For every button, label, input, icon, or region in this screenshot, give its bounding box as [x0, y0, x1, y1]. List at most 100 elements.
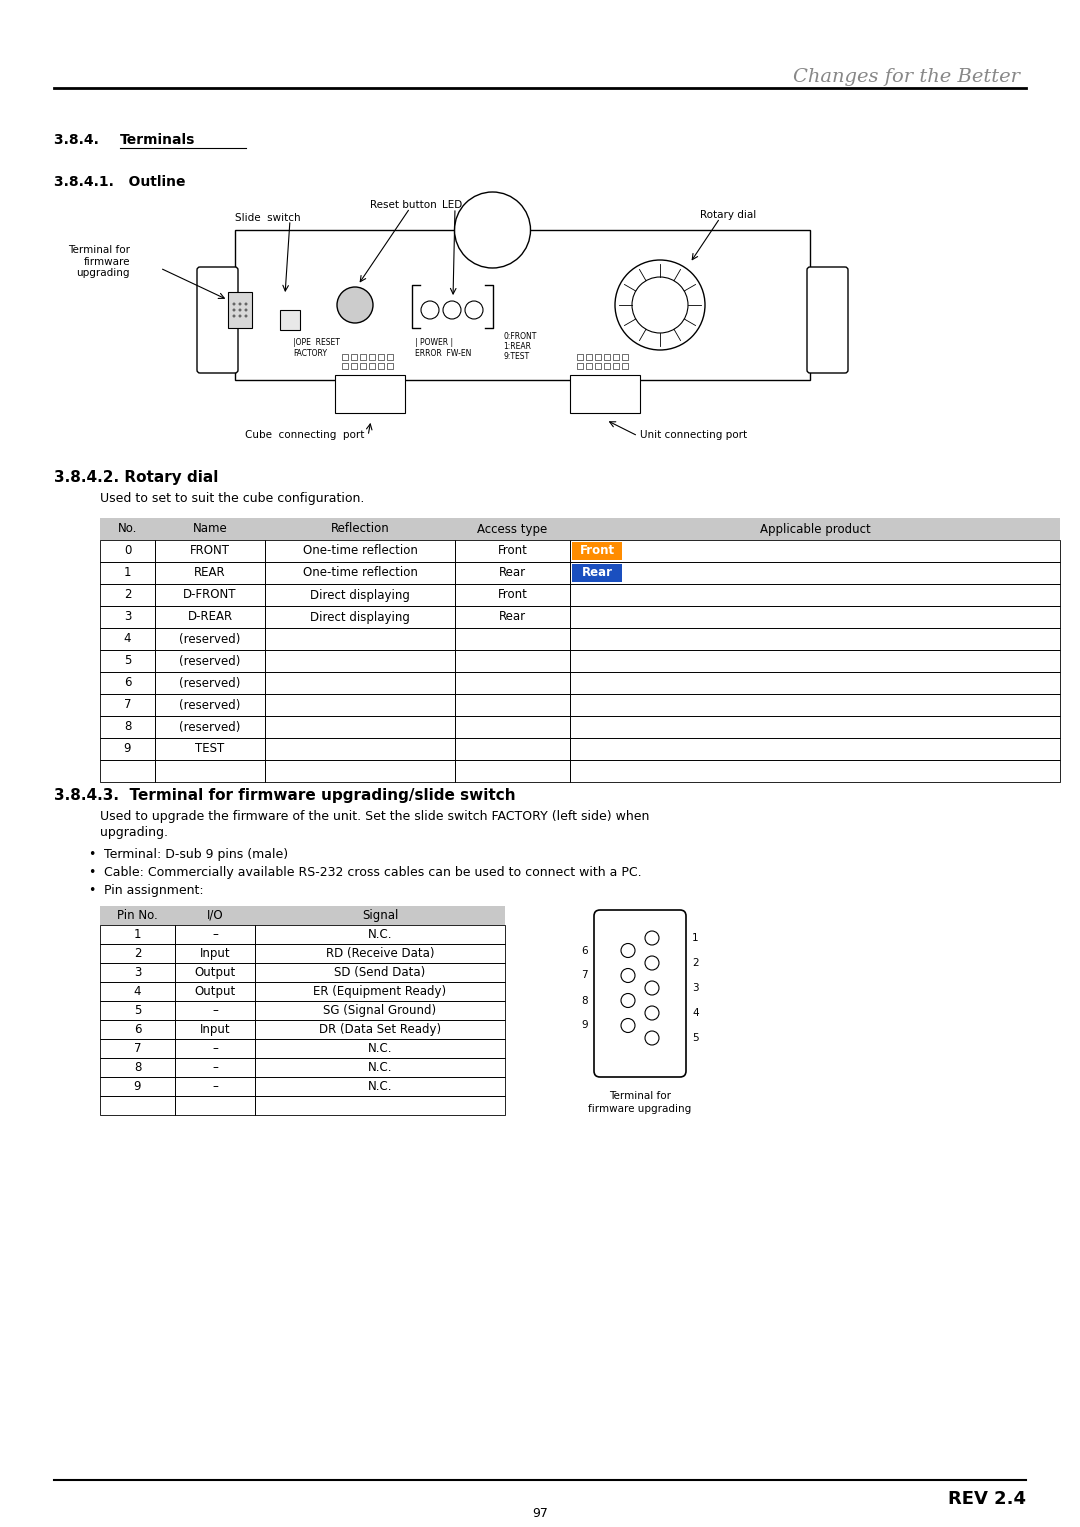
Text: Used to set to suit the cube configuration.: Used to set to suit the cube configurati… [100, 492, 364, 505]
Text: (reserved): (reserved) [179, 632, 241, 646]
Text: 3: 3 [692, 983, 699, 993]
Bar [175, 944, 255, 964]
Circle shape [615, 260, 705, 350]
Bar [100, 541, 156, 562]
Text: Front: Front [498, 545, 527, 557]
Text: N.C.: N.C. [368, 928, 392, 941]
Circle shape [645, 1006, 659, 1020]
Text: RD (Receive Data): RD (Receive Data) [326, 947, 434, 960]
Bar [622, 354, 627, 360]
FancyBboxPatch shape [335, 376, 405, 412]
Circle shape [645, 980, 659, 996]
Bar [455, 693, 570, 716]
Bar [175, 1038, 255, 1058]
Circle shape [337, 287, 373, 324]
Bar [351, 363, 357, 370]
Text: 5: 5 [124, 655, 131, 667]
Text: |OPE  RESET: |OPE RESET [293, 337, 340, 347]
Text: Input: Input [200, 1023, 230, 1035]
Bar [100, 651, 156, 672]
Text: FRONT: FRONT [190, 545, 230, 557]
Text: DR (Data Set Ready): DR (Data Set Ready) [319, 1023, 441, 1035]
Text: (reserved): (reserved) [179, 721, 241, 733]
Text: 2: 2 [124, 588, 132, 602]
Bar [455, 541, 570, 562]
Bar [570, 541, 1059, 562]
Text: 6: 6 [124, 676, 132, 690]
Bar [100, 562, 156, 583]
Text: Terminals: Terminals [120, 133, 195, 147]
Text: 8: 8 [124, 721, 131, 733]
Text: 5: 5 [692, 1032, 699, 1043]
Bar [100, 760, 156, 782]
Text: 3.8.4.2. Rotary dial: 3.8.4.2. Rotary dial [54, 470, 218, 486]
Circle shape [421, 301, 438, 319]
Circle shape [239, 315, 242, 318]
Bar [613, 363, 619, 370]
Text: ER (Equipment Ready): ER (Equipment Ready) [313, 985, 446, 999]
Bar [100, 1058, 175, 1077]
Text: 7: 7 [124, 698, 132, 712]
Bar [175, 925, 255, 944]
Bar [577, 354, 583, 360]
Bar [100, 906, 505, 925]
Circle shape [244, 315, 247, 318]
Bar [342, 363, 348, 370]
Circle shape [244, 302, 247, 305]
Bar [265, 651, 455, 672]
Text: 4: 4 [124, 632, 132, 646]
Text: Rotary dial: Rotary dial [700, 211, 756, 220]
Text: N.C.: N.C. [368, 1080, 392, 1093]
Bar [100, 982, 175, 1002]
Bar [100, 1020, 175, 1038]
Bar [570, 651, 1059, 672]
Text: –: – [212, 1061, 218, 1073]
Text: 4: 4 [692, 1008, 699, 1019]
Text: 2: 2 [134, 947, 141, 960]
Bar [613, 354, 619, 360]
Bar [255, 925, 505, 944]
Circle shape [465, 301, 483, 319]
Text: Output: Output [194, 967, 235, 979]
Circle shape [244, 308, 247, 312]
Bar [570, 562, 1059, 583]
Text: Terminal: D-sub 9 pins (male): Terminal: D-sub 9 pins (male) [104, 847, 288, 861]
Text: Applicable product: Applicable product [759, 522, 870, 536]
Bar [604, 363, 610, 370]
Bar [156, 606, 265, 628]
Bar [100, 672, 156, 693]
Bar [156, 628, 265, 651]
Bar [100, 964, 175, 982]
Bar [570, 738, 1059, 760]
Bar [572, 563, 622, 582]
Text: 9: 9 [124, 742, 132, 756]
Text: 3: 3 [134, 967, 141, 979]
Text: | POWER |: | POWER | [415, 337, 454, 347]
Text: (reserved): (reserved) [179, 676, 241, 690]
FancyBboxPatch shape [807, 267, 848, 373]
Text: TEST: TEST [195, 742, 225, 756]
Text: 97: 97 [532, 1507, 548, 1519]
Text: Used to upgrade the firmware of the unit. Set the slide switch FACTORY (left sid: Used to upgrade the firmware of the unit… [100, 809, 649, 823]
Circle shape [621, 968, 635, 982]
Text: 6: 6 [581, 945, 588, 956]
FancyBboxPatch shape [235, 231, 810, 380]
Bar [265, 672, 455, 693]
Text: Input: Input [200, 947, 230, 960]
Bar [455, 672, 570, 693]
Bar [175, 964, 255, 982]
Bar [265, 628, 455, 651]
Bar [455, 583, 570, 606]
Bar [455, 716, 570, 738]
Circle shape [645, 1031, 659, 1044]
Bar [100, 1038, 175, 1058]
Text: –: – [212, 928, 218, 941]
Text: Direct displaying: Direct displaying [310, 611, 410, 623]
Text: 1: 1 [692, 933, 699, 944]
Bar [100, 925, 175, 944]
Text: 4: 4 [134, 985, 141, 999]
Bar [175, 1096, 255, 1115]
Circle shape [645, 931, 659, 945]
Bar [156, 738, 265, 760]
Bar [378, 354, 384, 360]
